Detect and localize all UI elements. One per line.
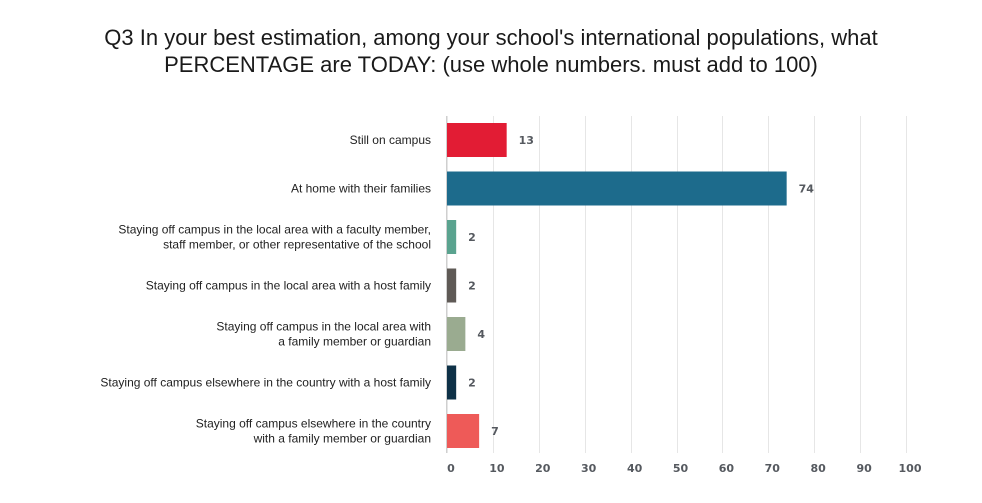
category-label: Staying off campus elsewhere in the coun…	[100, 376, 431, 390]
category-label: Staying off campus in the local area wit…	[146, 279, 431, 293]
category-label: Staying off campus in the local area wit…	[118, 223, 431, 252]
category-label-line: Staying off campus in the local area wit…	[118, 223, 431, 237]
x-tick-label: 40	[627, 462, 643, 475]
chart-title: Q3 In your best estimation, among your s…	[40, 24, 942, 78]
bar-value-label: 74	[799, 183, 815, 196]
value-labels: 13 74 2 2 4 2 7	[468, 134, 814, 438]
bar	[447, 317, 466, 351]
bar	[447, 268, 457, 303]
chart-title-line-2: PERCENTAGE are TODAY: (use whole numbers…	[164, 52, 818, 77]
x-tick-label: 50	[673, 462, 689, 475]
x-tick-label: 10	[489, 462, 505, 475]
bar-value-label: 13	[519, 134, 534, 147]
bar-value-label: 2	[468, 377, 476, 390]
category-label-line: Still on campus	[350, 133, 431, 147]
chart-title-line-1: Q3 In your best estimation, among your s…	[104, 25, 878, 50]
bar	[447, 414, 480, 448]
x-tick-label: 70	[765, 462, 781, 475]
category-label-line: Staying off campus in the local area wit…	[216, 320, 431, 334]
category-label: Staying off campus in the local area wit…	[216, 320, 431, 349]
category-label-line: Staying off campus elsewhere in the coun…	[196, 417, 431, 431]
category-label-line: a family member or guardian	[278, 335, 431, 349]
category-labels: Still on campus At home with their famili…	[100, 133, 431, 446]
category-label-line: staff member, or other representative of…	[163, 238, 431, 252]
bar-value-label: 7	[491, 425, 499, 438]
x-tick-label: 20	[535, 462, 551, 475]
bar-value-label: 4	[477, 328, 485, 341]
category-label-line: Staying off campus elsewhere in the coun…	[100, 376, 431, 390]
category-label: Staying off campus elsewhere in the coun…	[196, 417, 431, 446]
bar	[447, 123, 507, 157]
bar-value-label: 2	[468, 280, 476, 293]
bar	[447, 220, 457, 254]
category-label-line: At home with their families	[291, 182, 431, 196]
bar	[447, 171, 787, 206]
category-label: Still on campus	[350, 133, 431, 147]
x-tick-label: 100	[899, 462, 922, 475]
category-label-line: with a family member or guardian	[253, 432, 431, 446]
x-tick-label: 30	[581, 462, 597, 475]
x-tick-label: 80	[811, 462, 827, 475]
category-label: At home with their families	[291, 182, 431, 196]
bar	[447, 365, 457, 400]
x-tick-label: 60	[719, 462, 735, 475]
bars	[447, 123, 787, 448]
bar-value-label: 2	[468, 231, 476, 244]
x-tick-label: 0	[447, 462, 455, 475]
x-axis-ticks: 0 10 20 30 40 50 60 70 80 90 100	[447, 462, 922, 475]
x-tick-label: 90	[856, 462, 872, 475]
category-label-line: Staying off campus in the local area wit…	[146, 279, 431, 293]
gridlines	[446, 116, 907, 453]
